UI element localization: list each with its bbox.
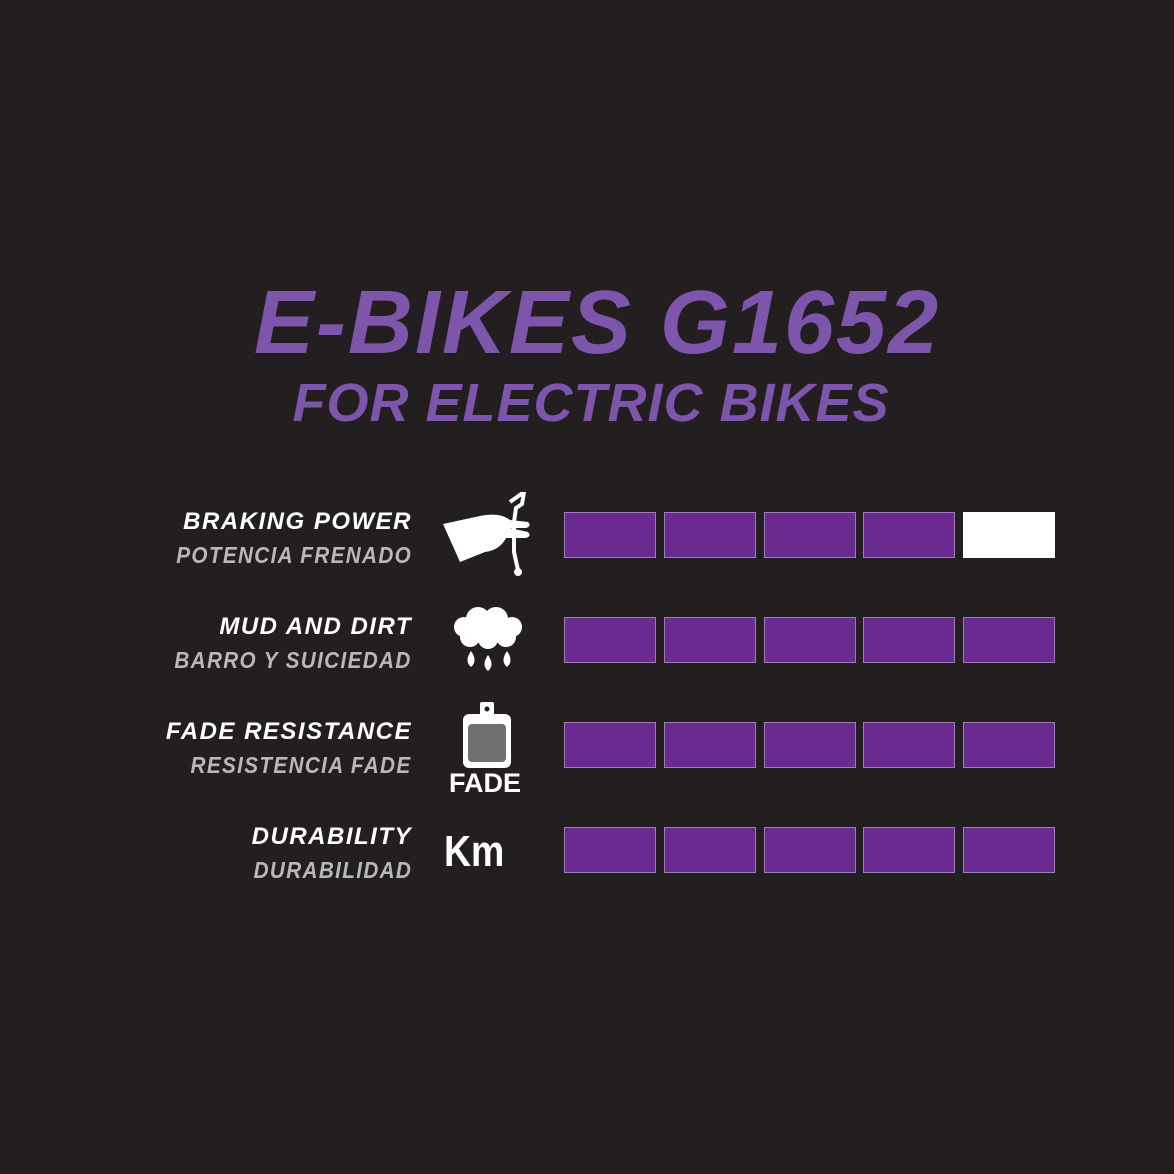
- brake-pad-shape-icon: [463, 702, 511, 768]
- rating-segment-filled: [564, 827, 656, 873]
- rating-segment-filled: [764, 512, 856, 558]
- rating-segment-filled: [863, 722, 955, 768]
- rating-segment-filled: [863, 827, 955, 873]
- rating-segment-filled: [863, 617, 955, 663]
- rating-segment-filled: [564, 722, 656, 768]
- rating-segment-filled: [963, 827, 1055, 873]
- rain-cloud-icon: [454, 607, 522, 671]
- rating-segment-filled: [963, 722, 1055, 768]
- rating-segment-filled: [664, 617, 756, 663]
- rating-segment-filled: [564, 512, 656, 558]
- page-subtitle: FOR ELECTRIC BIKES: [292, 373, 890, 433]
- rating-row-mud-and-dirt: MUD AND DIRT BARRO Y SUICIEDAD: [0, 607, 1174, 697]
- rating-segment-filled: [664, 512, 756, 558]
- rating-segment-filled: [764, 722, 856, 768]
- km-icon: Km: [444, 827, 505, 876]
- rating-label: MUD AND DIRT: [219, 613, 412, 640]
- rating-label-es: RESISTENCIA FADE: [191, 752, 412, 778]
- rating-segment-filled: [963, 617, 1055, 663]
- rating-label: BRAKING POWER: [183, 508, 412, 535]
- brake-pad-icon: FADE: [440, 702, 535, 798]
- rating-segment-filled: [664, 722, 756, 768]
- page-title: E-BIKES G1652: [253, 273, 941, 373]
- rating-segment-filled: [664, 827, 756, 873]
- rating-segment-filled: [863, 512, 955, 558]
- rating-label: FADE RESISTANCE: [165, 718, 412, 745]
- rating-label-es: BARRO Y SUICIEDAD: [174, 647, 412, 673]
- rating-segment-filled: [764, 617, 856, 663]
- fade-icon-text: FADE: [449, 768, 522, 798]
- rating-row-fade-resistance: FADE RESISTANCE RESISTENCIA FADE FADE: [0, 702, 1174, 802]
- rating-row-braking-power: BRAKING POWER POTENCIA FRENADO: [0, 492, 1174, 592]
- rating-label-es: POTENCIA FRENADO: [176, 542, 412, 568]
- rating-segment-filled: [764, 827, 856, 873]
- rating-segment-empty: [963, 512, 1055, 558]
- hand-brake-lever-icon: [443, 492, 530, 576]
- rating-row-durability: DURABILITY DURABILIDAD Km: [0, 823, 1174, 907]
- rating-label-es: DURABILIDAD: [253, 857, 412, 883]
- rating-segment-filled: [564, 617, 656, 663]
- rating-label: DURABILITY: [251, 823, 412, 850]
